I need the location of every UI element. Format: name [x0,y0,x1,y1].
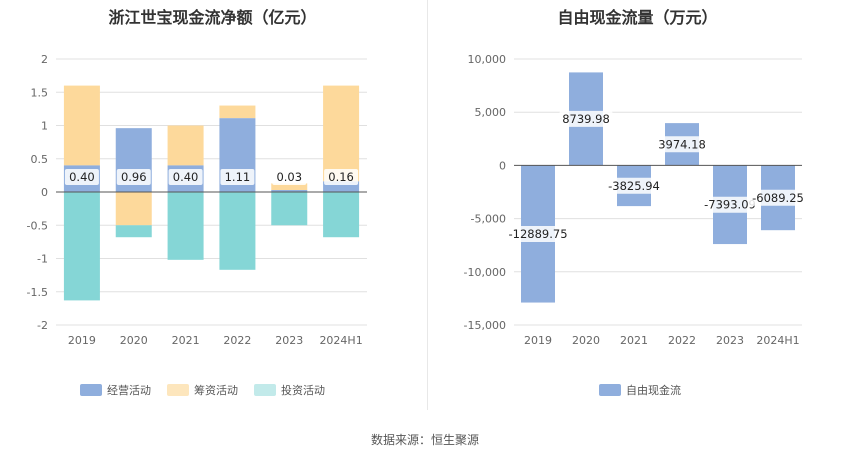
right-x-tick-label: 2023 [716,334,744,347]
fcf-value-label: -12889.75 [508,227,567,241]
bar-investing-2024H1 [323,192,360,238]
operating-label-bg [324,169,359,185]
right-y-tick-label: 0 [499,159,506,172]
legend-item-investing[interactable]: 投资活动 [254,382,325,398]
bar-financing-2022 [219,105,256,119]
right-y-tick-label: -15,000 [464,319,506,332]
bar-operating-2024H1 [323,181,360,192]
operating-value-label: 0.03 [276,170,302,184]
fcf-label-bg [700,196,760,213]
left-y-tick-label: -2 [37,319,48,332]
bar-operating-2023 [271,190,308,192]
left-x-tick-label: 2019 [68,334,96,347]
left-x-tick-label: 2023 [275,334,303,347]
legend-label-operating: 经营活动 [107,384,151,397]
fcf-value-label: -6089.25 [752,191,804,205]
operating-value-label: 0.40 [173,170,199,184]
legend-label-fcf: 自由现金流 [626,384,681,397]
bar-investing-2020 [115,225,152,238]
left-legend: 经营活动 筹资活动 投资活动 [80,382,341,398]
bar-financing-2024H1 [323,85,360,182]
right-legend: 自由现金流 [599,382,697,398]
left-x-tick-label: 2021 [172,334,200,347]
fcf-label-bg [604,177,664,194]
left-y-tick-label: -0.5 [27,219,48,232]
right-x-tick-label: 2024H1 [756,334,799,347]
left-y-tick-label: -1.5 [27,286,48,299]
operating-value-label: 0.96 [121,170,147,184]
bar-investing-2022 [219,192,256,270]
operating-label-bg [168,169,203,185]
right-x-tick-label: 2020 [572,334,600,347]
left-y-tick-label: 0 [41,186,48,199]
fcf-label-bg [748,189,808,206]
operating-label-bg [116,169,151,185]
right-y-tick-label: 5,000 [475,106,507,119]
fcf-value-label: 3974.18 [658,137,706,151]
fcf-value-label: -3825.94 [608,179,660,193]
fcf-label-bg [504,225,572,242]
operating-label-bg [272,169,307,185]
right-x-tick-label: 2022 [668,334,696,347]
left-y-tick-label: 2 [41,53,48,66]
bar-investing-2021 [167,192,204,260]
left-y-tick-label: 1 [41,120,48,133]
right-chart-title: 自由现金流量（万元） [557,8,718,27]
operating-value-label: 0.16 [328,170,354,184]
right-y-tick-label: 10,000 [468,53,507,66]
left-y-tick-label: 1.5 [31,86,49,99]
fcf-value-label: -7393.09 [704,198,756,212]
fcf-value-label: 8739.98 [562,112,610,126]
left-chart-title: 浙江世宝现金流净额（亿元） [108,8,317,27]
bar-financing-2019 [63,85,100,166]
operating-label-bg [220,169,255,185]
bar-investing-2019 [63,192,100,301]
legend-item-fcf[interactable]: 自由现金流 [599,382,681,398]
bar-financing-2023 [271,183,308,191]
legend-swatch-fcf [599,384,621,396]
operating-value-label: 1.11 [225,170,251,184]
left-y-tick-label: 0.5 [31,153,49,166]
right-y-tick-label: -10,000 [464,266,506,279]
bar-financing-2020 [115,192,152,226]
legend-swatch-investing [254,384,276,396]
operating-value-label: 0.40 [69,170,95,184]
legend-label-financing: 筹资活动 [194,384,238,397]
fcf-label-bg [559,110,613,127]
left-x-tick-label: 2022 [223,334,251,347]
left-x-tick-label: 2024H1 [319,334,362,347]
legend-item-financing[interactable]: 筹资活动 [167,382,238,398]
panel-divider [427,0,428,410]
legend-item-operating[interactable]: 经营活动 [80,382,151,398]
left-x-tick-label: 2020 [120,334,148,347]
data-source: 数据来源：恒生聚源 [370,433,479,447]
legend-label-investing: 投资活动 [281,384,325,397]
bar-financing-2021 [167,125,204,166]
legend-swatch-financing [167,384,189,396]
operating-label-bg [64,169,99,185]
right-x-tick-label: 2019 [524,334,552,347]
bar-investing-2023 [271,192,308,226]
left-y-tick-label: -1 [37,253,48,266]
right-y-tick-label: -5,000 [471,213,506,226]
right-x-tick-label: 2021 [620,334,648,347]
fcf-label-bg [655,136,709,153]
legend-swatch-operating [80,384,102,396]
